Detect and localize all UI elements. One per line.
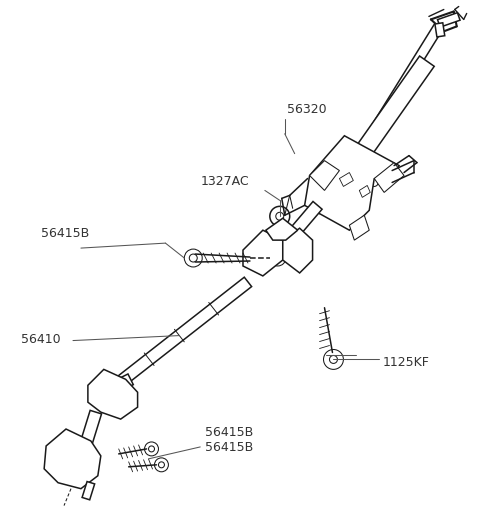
Polygon shape — [310, 170, 354, 214]
Circle shape — [270, 206, 290, 226]
Polygon shape — [283, 228, 312, 273]
Text: 56415B: 56415B — [41, 227, 89, 240]
Circle shape — [107, 388, 125, 406]
Circle shape — [275, 255, 281, 261]
Polygon shape — [266, 218, 298, 240]
Polygon shape — [305, 136, 399, 230]
Circle shape — [155, 458, 168, 472]
Polygon shape — [349, 215, 369, 240]
Polygon shape — [290, 201, 322, 236]
Text: 1327AC: 1327AC — [200, 176, 249, 188]
Text: 1125KF: 1125KF — [382, 356, 429, 369]
Polygon shape — [88, 369, 138, 419]
Circle shape — [112, 394, 119, 401]
Text: 56415B: 56415B — [205, 441, 253, 454]
Circle shape — [197, 317, 203, 322]
Polygon shape — [337, 56, 434, 184]
Circle shape — [148, 446, 155, 452]
Polygon shape — [77, 410, 102, 456]
Polygon shape — [360, 186, 370, 197]
Circle shape — [166, 342, 171, 347]
Circle shape — [184, 249, 202, 267]
Circle shape — [66, 451, 86, 471]
Circle shape — [324, 349, 343, 369]
Circle shape — [123, 397, 132, 407]
Text: 56415B: 56415B — [205, 426, 253, 439]
Circle shape — [53, 451, 63, 461]
Polygon shape — [310, 160, 339, 190]
Text: 56410: 56410 — [21, 333, 61, 346]
Circle shape — [144, 442, 158, 456]
Text: 56320: 56320 — [287, 103, 326, 116]
Circle shape — [72, 457, 80, 465]
Circle shape — [83, 461, 93, 471]
Polygon shape — [374, 163, 404, 193]
Polygon shape — [107, 277, 252, 394]
Polygon shape — [345, 24, 443, 173]
Polygon shape — [435, 23, 445, 37]
Polygon shape — [82, 481, 95, 500]
Circle shape — [270, 250, 286, 266]
Circle shape — [93, 387, 103, 397]
Polygon shape — [243, 230, 283, 276]
Circle shape — [276, 213, 284, 220]
Circle shape — [158, 462, 165, 468]
Circle shape — [329, 356, 337, 363]
Polygon shape — [44, 429, 101, 489]
Polygon shape — [339, 173, 353, 186]
Polygon shape — [438, 13, 460, 27]
Circle shape — [189, 254, 197, 262]
Polygon shape — [108, 374, 133, 394]
Polygon shape — [284, 228, 300, 244]
